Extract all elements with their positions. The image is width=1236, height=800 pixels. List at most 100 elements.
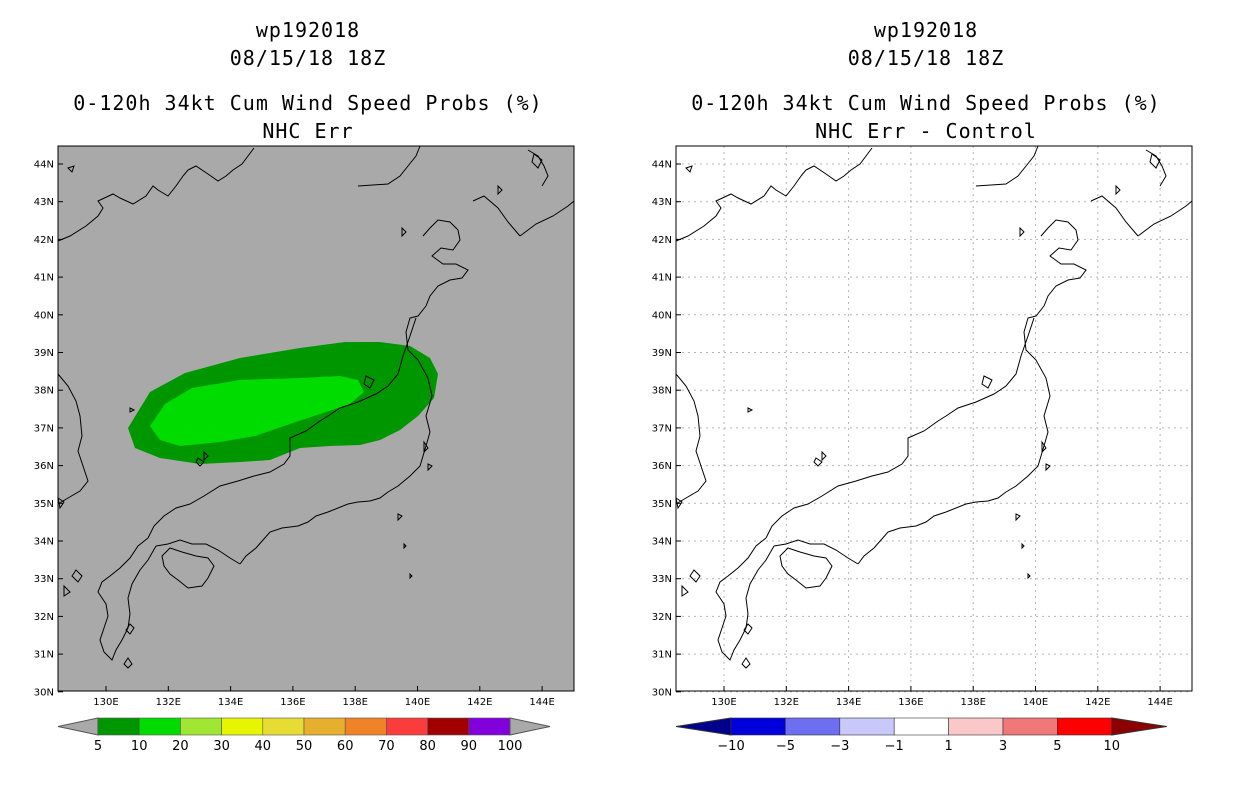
lat-label: 44N bbox=[34, 160, 54, 171]
colorbar-cell bbox=[730, 717, 786, 736]
colorbar-cell bbox=[468, 717, 511, 736]
lat-label: 43N bbox=[652, 197, 672, 208]
lat-label: 36N bbox=[652, 461, 672, 472]
colorbar-label: 20 bbox=[172, 739, 189, 754]
lat-label: 33N bbox=[652, 574, 672, 585]
lat-label: 40N bbox=[652, 310, 672, 321]
colorbar-cell bbox=[303, 717, 346, 736]
lon-label: 130E bbox=[711, 697, 736, 708]
right-map: 44N 43N 42N 41N 40N 39N 38N 37N 36N 35N 34N 33N 32N 3… bbox=[652, 145, 1193, 708]
left-map-frame bbox=[57, 145, 575, 692]
colorbar-label: −3 bbox=[830, 739, 849, 754]
right-lat-axis: 44N 43N 42N 41N 40N 39N 38N 37N 36N 35N 34N 33N 32N 3… bbox=[652, 160, 681, 698]
right-datetime: 08/15/18 18Z bbox=[847, 46, 1005, 70]
lon-label: 134E bbox=[218, 697, 243, 708]
colorbar-label: 10 bbox=[1104, 739, 1121, 754]
colorbar-cell bbox=[839, 717, 895, 736]
lat-label: 42N bbox=[652, 235, 672, 246]
lat-label: 41N bbox=[34, 273, 54, 284]
lat-label: 44N bbox=[652, 160, 672, 171]
lon-label: 144E bbox=[529, 697, 554, 708]
colorbar-low-triangle bbox=[57, 717, 99, 736]
colorbar-label: 70 bbox=[378, 739, 395, 754]
lat-label: 41N bbox=[652, 273, 672, 284]
lat-label: 36N bbox=[34, 461, 54, 472]
colorbar-label: −10 bbox=[717, 739, 744, 754]
lon-label: 132E bbox=[156, 697, 181, 708]
colorbar-label: −5 bbox=[776, 739, 795, 754]
colorbar-cell bbox=[221, 717, 264, 736]
lat-label: 31N bbox=[34, 650, 54, 661]
right-lon-axis: 130E 132E 134E 136E 138E 140E 142E 144E bbox=[711, 686, 1173, 708]
lat-label: 37N bbox=[652, 423, 672, 434]
colorbar-low-triangle bbox=[675, 717, 732, 736]
right-storm-id: wp192018 bbox=[873, 18, 979, 42]
colorbar-label: 80 bbox=[419, 739, 436, 754]
lat-label: 37N bbox=[34, 423, 54, 434]
right-product-title: 0-120h 34kt Cum Wind Speed Probs (%) bbox=[691, 91, 1161, 115]
left-map: 44N 43N 42N 41N 40N 39N 38N 37N 36N 35N 34N 33N 32N 3… bbox=[34, 145, 575, 708]
colorbar-cell bbox=[948, 717, 1004, 736]
lon-label: 142E bbox=[467, 697, 492, 708]
right-colorbar: −10 −5 −3 −1 1 3 5 10 bbox=[675, 717, 1167, 754]
lat-label: 39N bbox=[652, 348, 672, 359]
lat-label: 30N bbox=[34, 687, 54, 698]
lat-label: 38N bbox=[652, 386, 672, 397]
colorbar-high-triangle bbox=[1111, 717, 1167, 736]
colorbar-cell bbox=[386, 717, 428, 736]
left-subtitle: NHC Err bbox=[262, 119, 354, 143]
right-gridlines bbox=[676, 146, 1192, 693]
lat-label: 34N bbox=[34, 537, 54, 548]
left-colorbar: 5 10 20 30 40 50 60 70 80 90 100 bbox=[57, 717, 551, 754]
lon-label: 136E bbox=[280, 697, 305, 708]
right-subtitle: NHC Err - Control bbox=[815, 119, 1037, 143]
lat-label: 38N bbox=[34, 386, 54, 397]
colorbar-cell bbox=[344, 717, 387, 736]
lat-label: 30N bbox=[652, 687, 672, 698]
colorbar-label: 90 bbox=[461, 739, 478, 754]
lat-label: 33N bbox=[34, 574, 54, 585]
colorbar-cell bbox=[180, 717, 222, 736]
lat-label: 35N bbox=[34, 499, 54, 510]
lat-label: 39N bbox=[34, 348, 54, 359]
colorbar-cell bbox=[427, 717, 470, 736]
lat-label: 40N bbox=[34, 310, 54, 321]
lat-label: 35N bbox=[652, 499, 672, 510]
colorbar-label: −1 bbox=[885, 739, 904, 754]
colorbar-cell bbox=[785, 717, 841, 736]
left-prob-region-10 bbox=[150, 376, 364, 446]
lat-label: 32N bbox=[34, 612, 54, 623]
colorbar-label: 100 bbox=[498, 739, 523, 754]
lon-label: 140E bbox=[405, 697, 430, 708]
lon-label: 144E bbox=[1147, 697, 1172, 708]
colorbar-label: 40 bbox=[255, 739, 272, 754]
colorbar-high-triangle bbox=[509, 717, 551, 736]
right-map-background bbox=[676, 146, 1192, 691]
colorbar-label: 5 bbox=[1053, 739, 1061, 754]
lon-label: 134E bbox=[836, 697, 861, 708]
colorbar-label: 30 bbox=[213, 739, 230, 754]
colorbar-label: 60 bbox=[337, 739, 354, 754]
lon-label: 132E bbox=[774, 697, 799, 708]
lat-label: 43N bbox=[34, 197, 54, 208]
colorbar-cell bbox=[138, 717, 181, 736]
colorbar-label: 50 bbox=[296, 739, 313, 754]
lat-label: 32N bbox=[652, 612, 672, 623]
colorbar-cell bbox=[262, 717, 305, 736]
colorbar-label: 5 bbox=[94, 739, 102, 754]
lat-label: 34N bbox=[652, 537, 672, 548]
lon-label: 142E bbox=[1085, 697, 1110, 708]
colorbar-label: 3 bbox=[999, 739, 1007, 754]
colorbar-cell bbox=[97, 717, 140, 736]
left-storm-id: wp192018 bbox=[255, 18, 361, 42]
lon-label: 136E bbox=[898, 697, 923, 708]
left-datetime: 08/15/18 18Z bbox=[229, 46, 387, 70]
left-lon-axis: 130E 132E 134E 136E 138E 140E 142E 144E bbox=[93, 686, 555, 708]
colorbar-label: 10 bbox=[131, 739, 148, 754]
lon-label: 138E bbox=[342, 697, 367, 708]
colorbar-cell bbox=[1057, 717, 1113, 736]
left-lat-axis: 44N 43N 42N 41N 40N 39N 38N 37N 36N 35N 34N 33N 32N 3… bbox=[34, 160, 63, 698]
lon-label: 138E bbox=[960, 697, 985, 708]
right-map-frame bbox=[675, 145, 1193, 692]
